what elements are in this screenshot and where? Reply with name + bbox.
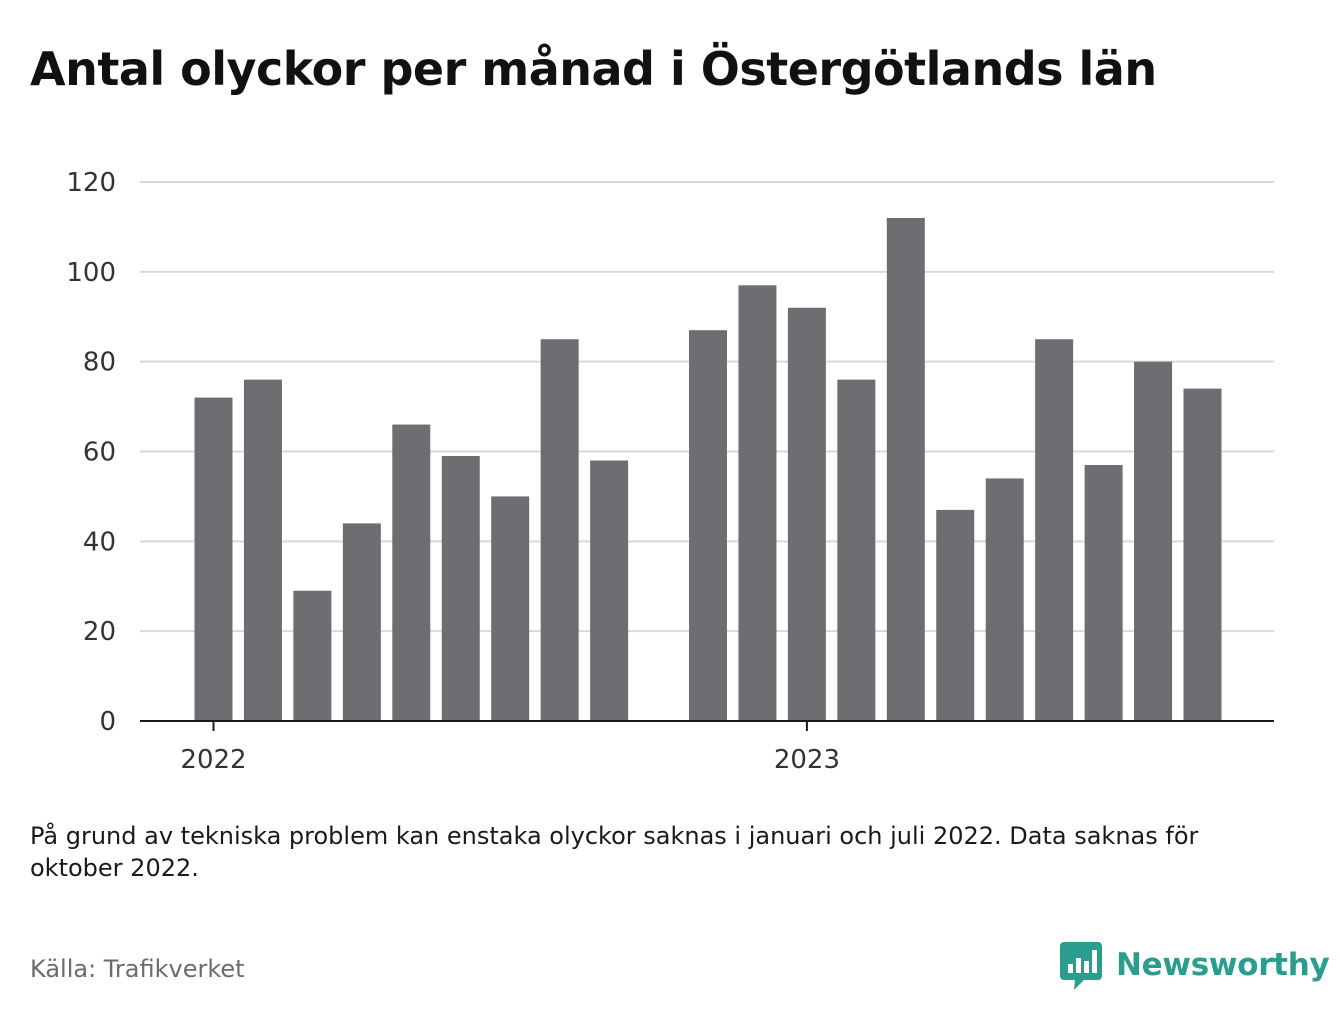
bar-chart: 0 20 40 60 80 100 120 2022 2023 bbox=[66, 168, 1274, 775]
y-tick-label: 0 bbox=[99, 707, 116, 737]
y-tick-label: 20 bbox=[83, 617, 116, 647]
brand-name: Newsworthy bbox=[1116, 947, 1330, 983]
bar-2023-02 bbox=[837, 379, 876, 721]
source-credit: Källa: Trafikverket bbox=[30, 955, 245, 983]
bar-2022-03 bbox=[293, 590, 332, 721]
bar-2022-02 bbox=[243, 379, 282, 721]
chart-title: Antal olyckor per månad i Östergötlands … bbox=[30, 42, 1157, 96]
bar-2023-07 bbox=[1084, 464, 1123, 721]
y-tick-label: 120 bbox=[66, 168, 116, 198]
bars bbox=[194, 217, 1222, 721]
brand-logo: Newsworthy bbox=[1060, 938, 1330, 992]
bar-2022-04 bbox=[342, 523, 381, 721]
bar-2022-08 bbox=[540, 339, 579, 721]
bar-2022-11 bbox=[689, 330, 727, 721]
bar-2023-01 bbox=[787, 307, 826, 721]
newsworthy-logo-icon bbox=[1060, 942, 1102, 990]
x-axis: 2022 2023 bbox=[140, 720, 1274, 775]
bar-2022-05 bbox=[392, 424, 431, 721]
x-tick-label: 2023 bbox=[774, 745, 840, 775]
bar-2022-07 bbox=[491, 496, 530, 721]
footnote: På grund av tekniska problem kan enstaka… bbox=[30, 822, 1199, 882]
bar-2023-08 bbox=[1134, 361, 1173, 721]
bar-2022-01 bbox=[194, 397, 233, 721]
bar-2022-06 bbox=[441, 455, 480, 721]
bar-2022-09 bbox=[590, 460, 629, 721]
bar-2023-04 bbox=[936, 509, 975, 721]
bar-2023-05 bbox=[985, 478, 1024, 721]
bar-2023-03 bbox=[886, 217, 925, 721]
x-tick-label: 2022 bbox=[180, 745, 246, 775]
bar-2023-09 bbox=[1183, 388, 1222, 721]
y-axis-ticks: 0 20 40 60 80 100 120 bbox=[66, 168, 116, 737]
y-tick-label: 40 bbox=[83, 527, 116, 557]
y-tick-label: 100 bbox=[66, 258, 116, 288]
bar-2023-06 bbox=[1035, 339, 1074, 721]
y-tick-label: 60 bbox=[83, 438, 116, 468]
bar-2022-12 bbox=[738, 285, 777, 721]
y-tick-label: 80 bbox=[83, 348, 116, 378]
